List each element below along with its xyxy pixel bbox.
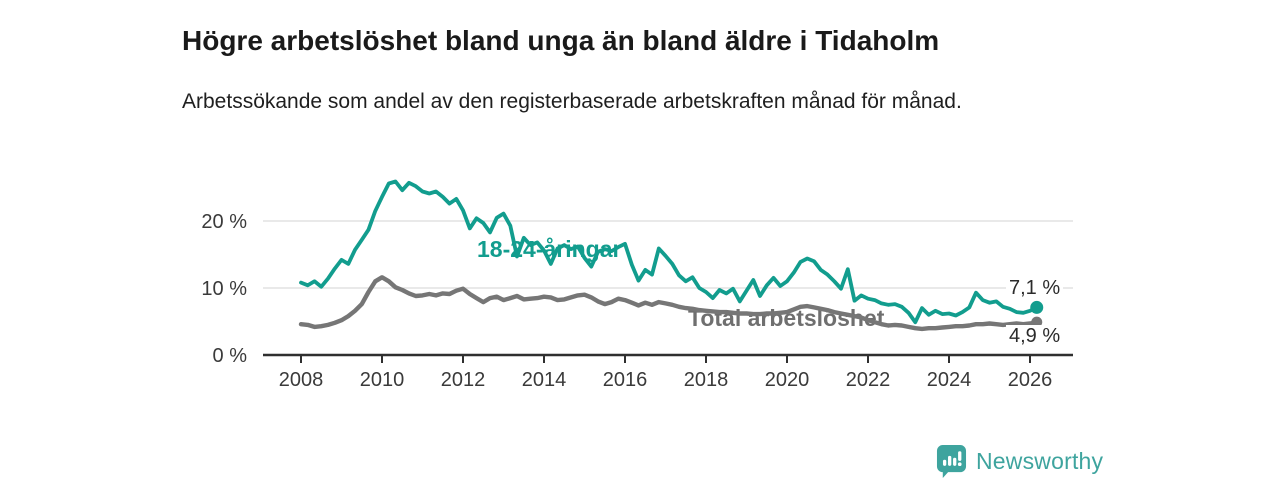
- y-tick-label: 0 %: [213, 345, 248, 367]
- chart-title: Högre arbetslöshet bland unga än bland ä…: [182, 24, 940, 56]
- series-end-dot-0: [1031, 316, 1043, 328]
- series-line-0: [298, 275, 1040, 332]
- end-value-label-young: 7,1 %: [1006, 277, 1064, 300]
- x-tick-label: 2026: [1008, 369, 1053, 391]
- series-line-1: [299, 179, 1039, 325]
- brand-wordmark: Newsworthy: [976, 447, 1104, 474]
- bar-chart-speech-bubble-icon: [936, 445, 967, 478]
- x-tick-label: 2008: [279, 369, 324, 391]
- x-tick-label: 2022: [846, 369, 891, 391]
- series-end-dot-1: [1030, 300, 1044, 314]
- series-label-total-arbetsloshet: Total arbetslöshet: [688, 305, 885, 331]
- y-tick-label: 10 %: [201, 278, 247, 300]
- end-value-label-total: 4,9 %: [1006, 325, 1064, 348]
- x-tick-label: 2014: [522, 369, 567, 391]
- x-tick-label: 2018: [684, 369, 729, 391]
- y-tick-label: 20 %: [201, 211, 247, 233]
- x-tick-label: 2012: [441, 369, 486, 391]
- x-tick-label: 2020: [765, 369, 810, 391]
- chart-subtitle: Arbetssökande som andel av den registerb…: [182, 90, 962, 113]
- x-tick-label: 2010: [360, 369, 405, 391]
- newsworthy-brand: Newsworthy: [936, 444, 1103, 478]
- x-tick-label: 2024: [927, 369, 972, 391]
- x-tick-label: 2016: [603, 369, 648, 391]
